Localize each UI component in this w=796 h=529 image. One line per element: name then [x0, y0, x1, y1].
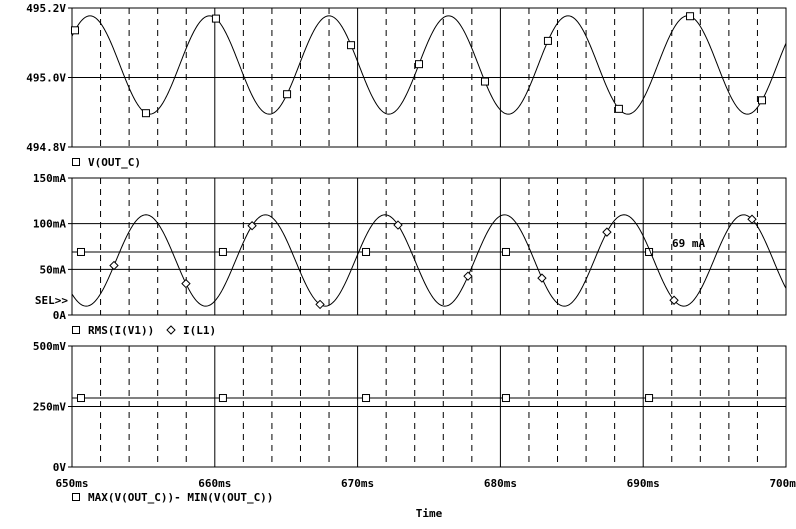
plot-panel-2: 150mA 100mA 50mA 0A SEL>> 69 mA RMS(I(V1)) I(L1…: [33, 172, 787, 337]
plot-panel-1: 495.2V 495.0V 494.8V V(OUT_C): [26, 2, 787, 169]
y-tick-label: 500mV: [33, 340, 66, 353]
legend-label: MAX(V(OUT_C))- MIN(V(OUT_C)): [88, 491, 273, 504]
diamond-marker: [181, 278, 191, 289]
diamond-marker: [109, 260, 119, 271]
legend-label: RMS(I(V1)): [88, 324, 154, 337]
selection-indicator: SEL>>: [35, 294, 68, 307]
y-tick-label: 100mA: [33, 218, 66, 231]
x-tick-label: 660ms: [198, 477, 231, 490]
square-marker: [362, 247, 371, 256]
x-tick-label: 690ms: [627, 477, 660, 490]
diamond-marker: [166, 325, 176, 335]
diamond-marker: [393, 220, 403, 230]
square-marker: [76, 394, 85, 403]
square-marker: [501, 247, 510, 256]
plot-frame: [71, 345, 787, 468]
square-marker: [501, 394, 510, 403]
square-marker: [415, 60, 424, 69]
diamond-marker: [315, 299, 325, 310]
square-marker: [76, 247, 85, 256]
x-tick-label: 670ms: [341, 477, 374, 490]
square-marker: [283, 90, 292, 99]
square-marker: [70, 26, 79, 35]
x-tick-label: 700ms: [769, 477, 796, 490]
y-tick-label: 0V: [53, 461, 67, 474]
plot-panel-3: 500mV 250mV 0V MAX(V(OUT_C))- MIN(V(OUT_C)): [33, 340, 787, 504]
legend-label: I(L1): [183, 324, 216, 337]
y-tick-label: 250mV: [33, 401, 66, 414]
y-tick-label: 150mA: [33, 172, 66, 185]
diamond-marker: [669, 295, 679, 305]
square-marker: [362, 394, 371, 403]
plot-frame: [71, 7, 787, 148]
square-marker: [141, 109, 150, 118]
y-tick-label: 0A: [53, 309, 67, 322]
diamond-marker: [247, 221, 257, 231]
square-marker: [686, 12, 695, 21]
square-marker: [347, 41, 356, 50]
square-marker: [645, 394, 654, 403]
series-trace: [71, 15, 787, 115]
square-marker: [758, 96, 767, 105]
plot-frame: [71, 177, 787, 316]
square-marker: [614, 104, 623, 113]
y-tick-label: 494.8V: [26, 141, 66, 154]
square-marker: [72, 158, 80, 166]
diamond-marker: [537, 273, 547, 283]
diamond-marker: [747, 214, 757, 224]
square-marker: [218, 247, 227, 256]
x-tick-label: 650ms: [55, 477, 88, 490]
series-trace: [71, 214, 787, 307]
square-marker: [72, 493, 80, 501]
square-marker: [543, 36, 552, 45]
y-tick-label: 50mA: [40, 263, 67, 276]
diamond-marker: [602, 227, 612, 237]
square-marker: [72, 326, 80, 334]
y-tick-label: 495.0V: [26, 72, 66, 85]
diamond-marker: [463, 271, 473, 281]
y-tick-label: 495.2V: [26, 2, 66, 15]
legend-label: V(OUT_C): [88, 156, 141, 169]
square-marker: [211, 14, 220, 23]
square-marker: [480, 77, 489, 86]
square-marker: [218, 394, 227, 403]
value-annotation: 69 mA: [672, 237, 705, 250]
x-axis-label: Time: [416, 507, 443, 520]
x-tick-label: 680ms: [484, 477, 517, 490]
